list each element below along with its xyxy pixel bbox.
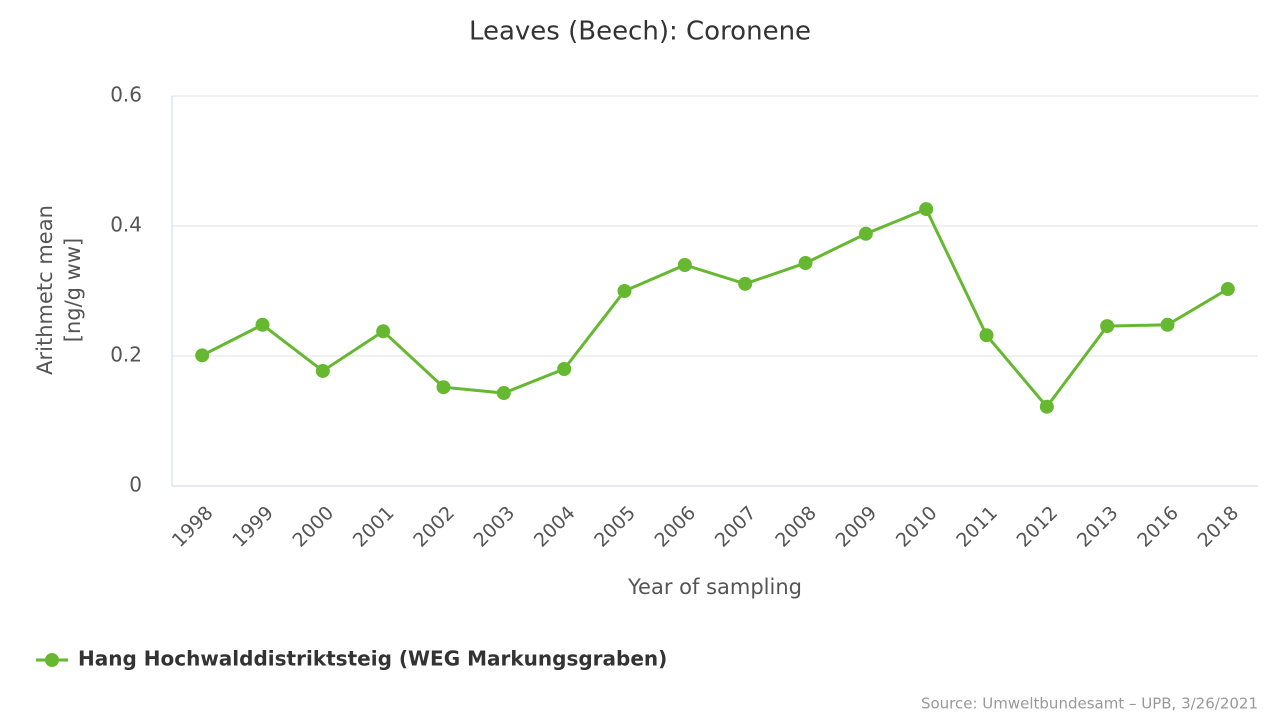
x-tick-label: 2000 — [289, 502, 339, 552]
x-tick-label: 2003 — [470, 502, 520, 552]
data-point — [738, 276, 753, 291]
series-line — [201, 207, 1229, 410]
x-tick-label: 2013 — [1073, 502, 1123, 552]
data-point — [979, 328, 994, 343]
data-point — [496, 386, 511, 401]
data-point — [858, 226, 873, 241]
y-axis-title: [ng/g ww] — [61, 238, 85, 342]
x-tick-label: 2011 — [952, 502, 1002, 552]
x-tick-label: 2016 — [1133, 502, 1183, 552]
x-tick-label: 2010 — [892, 502, 942, 552]
data-point — [557, 362, 572, 376]
chart-title: Leaves (Beech): Coronene — [469, 17, 811, 47]
data-point — [376, 324, 391, 339]
data-point — [1039, 399, 1054, 414]
data-point — [677, 258, 692, 272]
x-tick-label: 2001 — [349, 502, 399, 552]
x-tick-label: 1998 — [168, 502, 218, 552]
source: Source: Umweltbundesamt – UPB, 3/26/2021 — [921, 695, 1258, 713]
data-point — [1100, 319, 1115, 334]
x-tick-label: 2018 — [1194, 502, 1244, 552]
legend-marker — [45, 653, 59, 667]
legend-label: Hang Hochwalddistriktsteig (WEG Markungs… — [78, 647, 667, 671]
data-point — [919, 202, 934, 217]
x-tick-label: 2007 — [711, 502, 761, 552]
y-axis-title: Arithmetc mean — [33, 205, 57, 375]
x-tick-label: 2012 — [1013, 502, 1063, 552]
x-tick-label: 2006 — [651, 502, 701, 552]
data-point — [195, 348, 210, 363]
y-tick-label: 0 — [129, 473, 142, 497]
y-tick-label: 0.4 — [110, 213, 142, 237]
x-tick-label: 2004 — [530, 502, 580, 552]
x-tick-label: 2008 — [771, 502, 821, 552]
data-point — [798, 256, 813, 271]
data-point — [1160, 317, 1175, 332]
data-point — [1220, 282, 1235, 297]
x-tick-label: 2009 — [832, 502, 882, 552]
x-tick-label: 1999 — [228, 502, 278, 552]
data-point — [436, 380, 451, 395]
y-tick-label: 0.6 — [110, 83, 142, 107]
data-point — [255, 317, 270, 332]
x-tick-label: 2002 — [409, 502, 459, 552]
data-point — [617, 284, 632, 298]
x-tick-label: 2005 — [590, 502, 640, 552]
x-axis-title: Year of sampling — [627, 575, 802, 599]
data-point — [315, 363, 330, 378]
y-tick-label: 0.2 — [110, 343, 142, 367]
